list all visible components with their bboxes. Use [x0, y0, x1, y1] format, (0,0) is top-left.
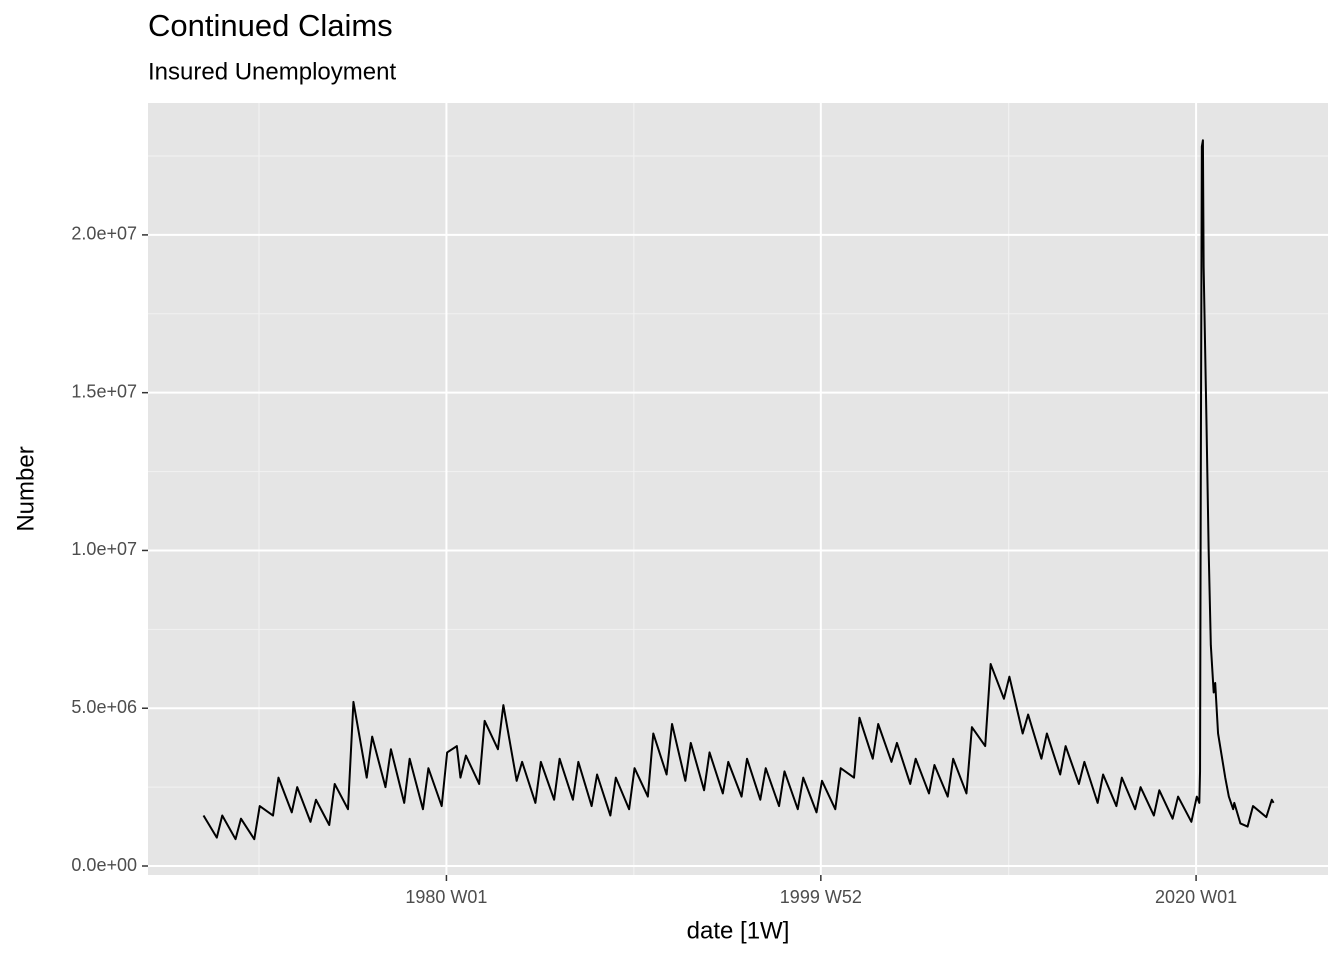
chart-title: Continued Claims — [148, 8, 393, 43]
x-tick-label: 2020 W01 — [1155, 887, 1237, 907]
panel — [148, 103, 1328, 875]
y-tick-label: 0.0e+00 — [71, 855, 137, 875]
y-tick-label: 1.5e+07 — [71, 381, 137, 401]
y-tick-label: 5.0e+06 — [71, 697, 137, 717]
x-tick-label: 1980 W01 — [405, 887, 487, 907]
x-tick-label: 1999 W52 — [780, 887, 862, 907]
chart-subtitle: Insured Unemployment — [148, 58, 396, 85]
y-tick-label: 2.0e+07 — [71, 224, 137, 244]
x-axis-title: date [1W] — [687, 917, 790, 944]
y-tick-label: 1.0e+07 — [71, 539, 137, 559]
y-axis-title: Number — [12, 446, 39, 531]
